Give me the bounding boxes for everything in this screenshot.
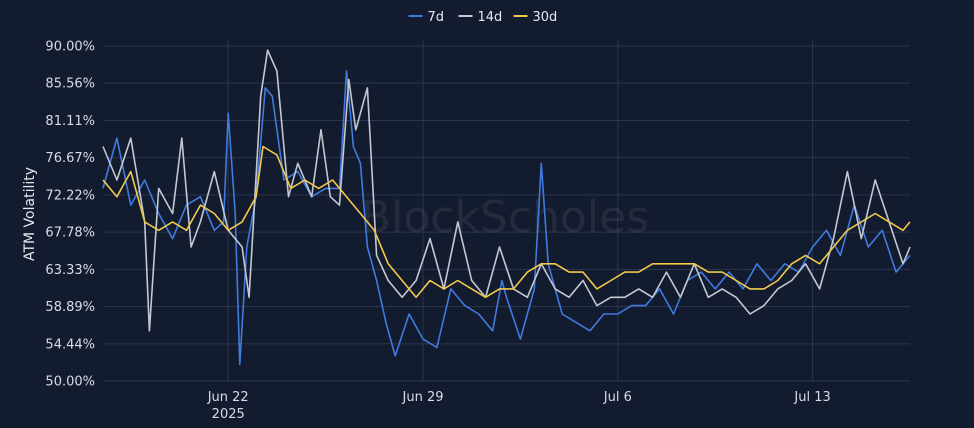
y-tick-label: 67.78% [45, 226, 95, 241]
y-tick-label: 76.67% [45, 151, 95, 166]
y-axis: 50.00% 54.44% 58.89% 63.33% 67.78% 72.22% 76.6… [45, 40, 95, 390]
chart-series-lines [102, 49, 911, 366]
x-tick-label: Jul 6 [603, 390, 632, 405]
series-line-14d [102, 49, 911, 332]
x-tick-sublabel: 2025 [212, 407, 245, 422]
legend-item-7d[interactable]: 7d [408, 10, 445, 25]
x-tick-label: Jun 22 [207, 390, 249, 405]
y-tick-label: 81.11% [45, 114, 95, 129]
legend-label: 30d [533, 10, 558, 25]
y-tick-label: 72.22% [45, 188, 95, 203]
y-axis-title: ATM Volatility [22, 167, 38, 261]
chart-legend: 7d 14d 30d [408, 10, 558, 25]
y-tick-label: 85.56% [45, 77, 95, 92]
series-line-30d [102, 145, 911, 299]
y-tick-label: 58.89% [45, 300, 95, 315]
x-axis: Jun 22 2025 Jun 29 Jul 6 Jul 13 [207, 390, 831, 422]
y-tick-label: 90.00% [45, 40, 95, 55]
legend-label: 14d [478, 10, 503, 25]
y-tick-label: 54.44% [45, 337, 95, 352]
y-tick-label: 50.00% [45, 375, 95, 390]
legend-label: 7d [428, 10, 445, 25]
legend-item-30d[interactable]: 30d [513, 10, 558, 25]
x-tick-label: Jun 29 [402, 390, 444, 405]
legend-item-14d[interactable]: 14d [458, 10, 503, 25]
x-tick-label: Jul 13 [793, 390, 830, 405]
y-tick-label: 63.33% [45, 263, 95, 278]
watermark-text: BlockScholes [361, 192, 649, 243]
